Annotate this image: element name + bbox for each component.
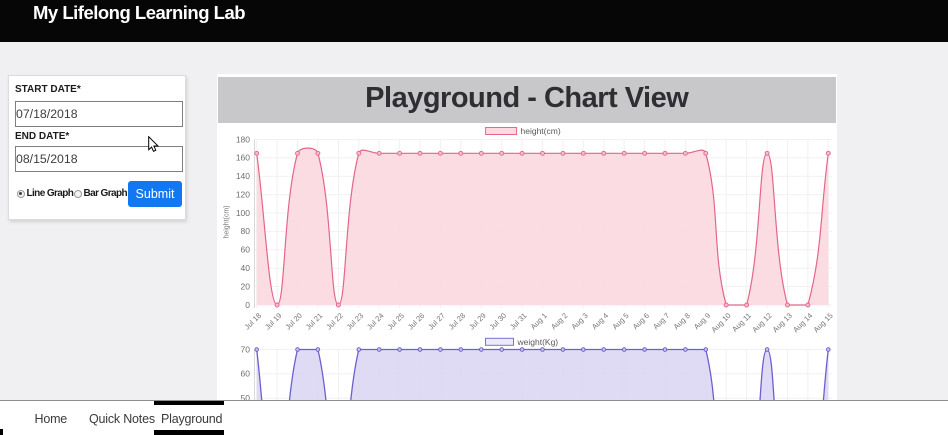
svg-text:80: 80 [241,226,251,236]
svg-text:Jul 27: Jul 27 [426,311,447,332]
svg-text:Jul 25: Jul 25 [385,311,406,332]
svg-text:Aug 7: Aug 7 [651,311,671,331]
svg-text:Jul 22: Jul 22 [324,311,345,332]
svg-text:Aug 1: Aug 1 [529,311,549,331]
svg-text:weight(Kg): weight(Kg) [517,337,559,347]
svg-text:140: 140 [236,171,250,181]
svg-text:Jul 23: Jul 23 [345,311,366,332]
svg-text:Jul 24: Jul 24 [365,311,386,332]
svg-text:Aug 4: Aug 4 [590,311,610,331]
svg-text:Aug 2: Aug 2 [549,311,569,331]
svg-text:Jul 29: Jul 29 [467,311,488,332]
svg-text:0: 0 [245,300,250,310]
svg-text:Aug 6: Aug 6 [631,311,651,331]
svg-text:Jul 30: Jul 30 [488,311,509,332]
svg-text:Aug 12: Aug 12 [750,311,773,334]
svg-text:40: 40 [241,263,251,273]
svg-text:Aug 10: Aug 10 [709,311,732,334]
svg-text:180: 180 [236,134,250,144]
svg-text:Aug 8: Aug 8 [672,311,692,331]
svg-text:Jul 31: Jul 31 [508,311,529,332]
svg-text:Jul 26: Jul 26 [406,311,427,332]
svg-text:Aug 3: Aug 3 [569,311,589,331]
svg-text:Aug 14: Aug 14 [791,311,814,334]
svg-text:60: 60 [241,369,251,379]
svg-text:Aug 15: Aug 15 [812,311,835,334]
svg-text:Jul 18: Jul 18 [243,311,264,332]
svg-text:Jul 20: Jul 20 [283,311,304,332]
svg-text:20: 20 [241,281,251,291]
svg-text:50: 50 [241,393,251,403]
svg-text:70: 70 [241,344,251,354]
svg-text:Jul 28: Jul 28 [447,311,468,332]
svg-text:Aug 13: Aug 13 [771,311,794,334]
svg-text:160: 160 [236,153,250,163]
svg-text:height(cm): height(cm) [521,126,561,136]
svg-text:60: 60 [241,245,251,255]
svg-text:height(cm): height(cm) [224,205,231,238]
svg-text:Jul 19: Jul 19 [263,311,284,332]
svg-text:Jul 21: Jul 21 [304,311,325,332]
svg-text:100: 100 [236,208,250,218]
svg-text:Aug 11: Aug 11 [730,311,753,334]
svg-text:Aug 5: Aug 5 [610,311,630,331]
svg-text:120: 120 [236,190,250,200]
